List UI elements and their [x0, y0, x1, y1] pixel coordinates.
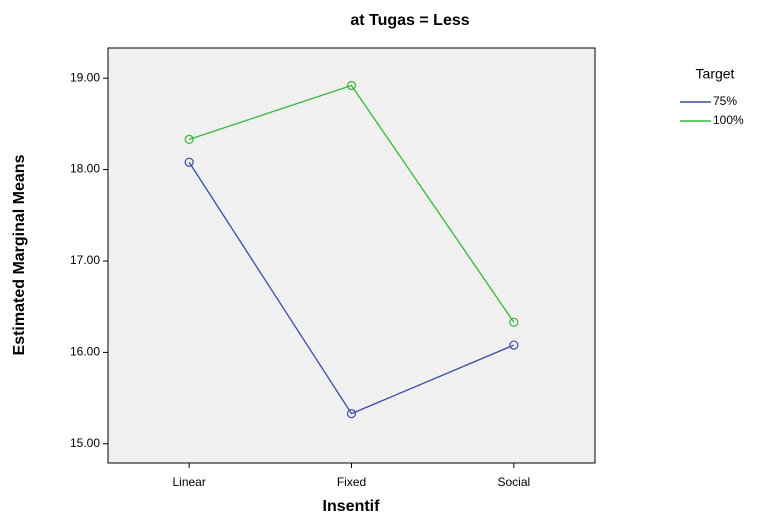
y-tick-label: 18.00: [70, 162, 100, 176]
y-tick-label: 16.00: [70, 345, 100, 359]
y-tick-label: 19.00: [70, 70, 100, 84]
point: [346, 80, 357, 91]
x-tick-label: Fixed: [337, 475, 366, 489]
x-axis-label: Insentif: [323, 498, 381, 515]
series-line: [188, 84, 515, 323]
point: [184, 134, 194, 145]
legend-label: 75%: [713, 94, 737, 108]
point: [184, 157, 194, 167]
legend-title: Target: [696, 66, 735, 82]
legend-label: 100%: [713, 113, 744, 127]
plot-area: [107, 47, 596, 464]
point: [509, 340, 519, 350]
x-tick-label: Linear: [172, 475, 205, 489]
point: [509, 317, 519, 327]
chart-title: at Tugas = Less: [350, 12, 469, 29]
y-tick-label: 15.00: [70, 436, 100, 450]
y-tick-label: 17.00: [70, 253, 100, 267]
y-axis-label: Estimated Marginal Means: [11, 154, 28, 355]
x-tick-label: Social: [497, 475, 530, 489]
point: [346, 409, 357, 419]
series-line: [188, 161, 515, 415]
